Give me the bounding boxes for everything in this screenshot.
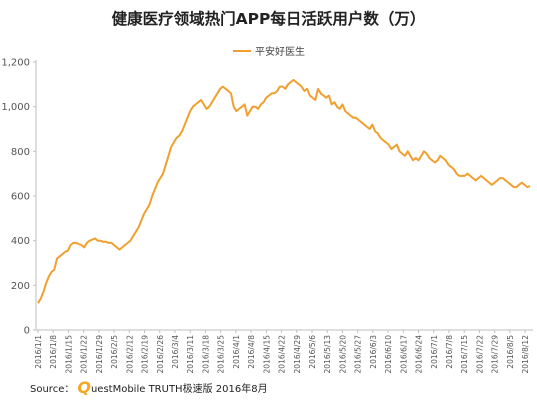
x-tick-label: 2016/4/22	[278, 335, 287, 374]
x-tick-label: 2016/7/8	[445, 335, 454, 369]
x-tick-label: 2016/1/8	[49, 335, 58, 369]
y-tick-label: 400	[11, 236, 30, 247]
x-tick-label: 2016/1/29	[95, 335, 104, 374]
x-tick-label: 2016/6/10	[384, 335, 393, 374]
x-tick-label: 2016/5/27	[354, 335, 363, 374]
axes	[35, 60, 533, 331]
y-tick-label: 0	[24, 326, 30, 337]
x-tick-label: 2016/3/11	[186, 335, 195, 374]
x-tick-label: 2016/4/15	[262, 335, 271, 374]
source-prefix: Source：	[30, 384, 75, 395]
legend-swatch	[233, 49, 251, 52]
y-tick-label: 200	[11, 281, 30, 292]
x-tick-label: 2016/1/22	[80, 335, 89, 374]
x-axis-ticks: 2016/1/1 2016/1/8 2016/1/15 2016/1/22 2016/1…	[34, 330, 530, 373]
x-tick-label: 2016/2/12	[125, 335, 134, 374]
source-text: uestMobile TRUTH极速版 2016年8月	[90, 384, 268, 395]
y-tick-label: 600	[11, 192, 30, 203]
x-tick-label: 2016/6/17	[399, 335, 408, 374]
y-axis-ticks: 0 200 400 600 800 1,000 1,200	[1, 58, 36, 337]
x-tick-label: 2016/7/22	[475, 335, 484, 374]
x-tick-label: 2016/8/5	[506, 335, 515, 369]
legend: 平安好医生	[233, 43, 305, 58]
x-tick-label: 2016/4/8	[247, 335, 256, 369]
x-tick-label: 2016/3/25	[217, 335, 226, 374]
x-tick-label: 2016/8/12	[521, 335, 530, 374]
x-tick-label: 2016/3/18	[201, 335, 210, 374]
series-line-平安好医生	[37, 78, 531, 304]
x-tick-label: 2016/6/3	[369, 335, 378, 369]
series-group	[37, 78, 531, 304]
x-tick-label: 2016/3/4	[171, 335, 180, 369]
x-tick-label: 2016/6/24	[415, 335, 424, 374]
x-tick-label: 2016/1/1	[34, 335, 43, 369]
x-tick-label: 2016/5/6	[308, 335, 317, 369]
x-tick-label: 2016/2/19	[141, 335, 150, 374]
x-tick-label: 2016/7/15	[460, 335, 469, 374]
x-tick-label: 2016/2/26	[156, 335, 165, 374]
chart-title: 健康医疗领域热门APP每日活跃用户数（万）	[111, 10, 426, 28]
x-tick-label: 2016/7/29	[491, 335, 500, 374]
x-tick-label: 2016/4/29	[293, 335, 302, 374]
y-tick-label: 1,000	[1, 102, 30, 113]
x-tick-label: 2016/2/5	[110, 335, 119, 369]
x-tick-label: 2016/7/1	[430, 335, 439, 369]
x-tick-label: 2016/5/13	[323, 335, 332, 374]
source-note: Source： Q uestMobile TRUTH极速版 2016年8月	[30, 377, 268, 397]
brand-q-logo: Q	[77, 377, 91, 397]
y-tick-label: 1,200	[1, 58, 30, 69]
x-tick-label: 2016/1/15	[64, 335, 73, 374]
x-tick-label: 2016/5/20	[338, 335, 347, 374]
legend-label: 平安好医生	[255, 47, 305, 58]
y-tick-label: 800	[11, 147, 30, 158]
x-tick-label: 2016/4/1	[232, 335, 241, 369]
